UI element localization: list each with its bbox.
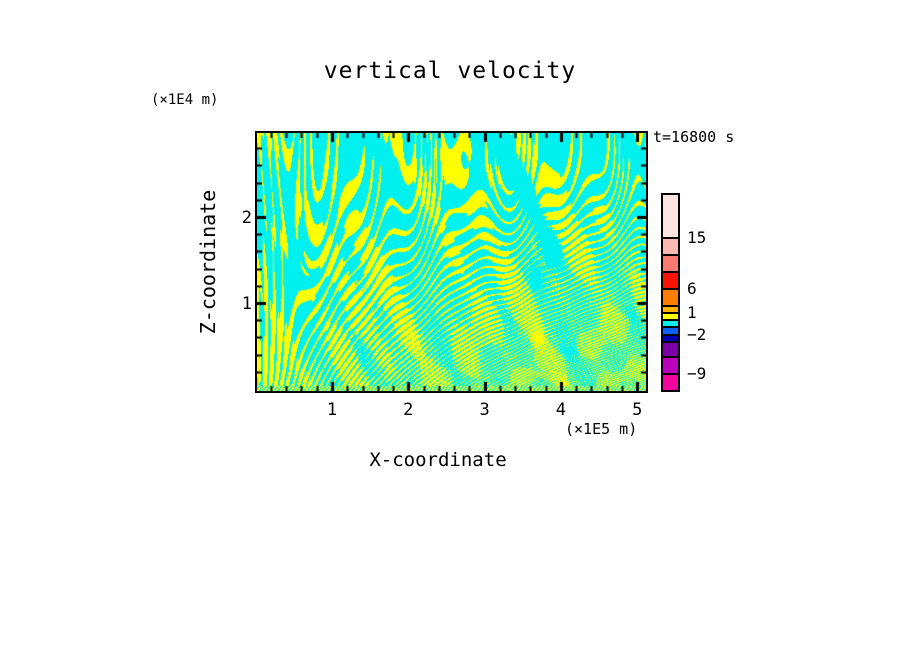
colorbar-tick-label: 1 <box>687 303 697 322</box>
y-tick-label: 2 <box>241 208 252 228</box>
colorbar-tick-label: −2 <box>687 325 707 344</box>
chart-title: vertical velocity <box>323 58 577 84</box>
x-tick-label: 2 <box>403 400 414 420</box>
colorbar-segment <box>663 195 678 237</box>
x-tick-label: 5 <box>632 400 643 420</box>
time-annotation: t=16800 s <box>653 128 735 146</box>
velocity-field-canvas <box>257 133 646 391</box>
colorbar-segment <box>663 319 678 326</box>
x-tick-label: 4 <box>555 400 567 420</box>
x-axis-unit-label: (×1E5 m) <box>565 420 638 438</box>
y-axis-unit-label: (×1E4 m) <box>151 92 219 108</box>
colorbar-segment <box>663 373 678 390</box>
y-axis-label: Z-coordinate <box>196 189 220 335</box>
colorbar-tick-label: −9 <box>687 364 707 383</box>
colorbar <box>661 193 680 392</box>
colorbar-segment <box>663 312 678 319</box>
x-tick-label: 3 <box>479 400 490 420</box>
colorbar-segment <box>663 254 678 271</box>
colorbar-segment <box>663 271 678 288</box>
colorbar-tick-label: 6 <box>687 279 697 298</box>
y-tick-label: 1 <box>241 294 252 314</box>
colorbar-segment <box>663 341 678 356</box>
colorbar-segment <box>663 356 678 373</box>
x-tick-label: 1 <box>326 400 338 420</box>
colorbar-segment <box>663 305 678 312</box>
colorbar-segment <box>663 288 678 305</box>
colorbar-segment <box>663 237 678 254</box>
colorbar-segment <box>663 326 678 334</box>
colorbar-segment <box>663 334 678 341</box>
plot-area <box>255 131 648 393</box>
colorbar-tick-label: 15 <box>687 228 707 247</box>
x-axis-label: X-coordinate <box>369 449 507 471</box>
